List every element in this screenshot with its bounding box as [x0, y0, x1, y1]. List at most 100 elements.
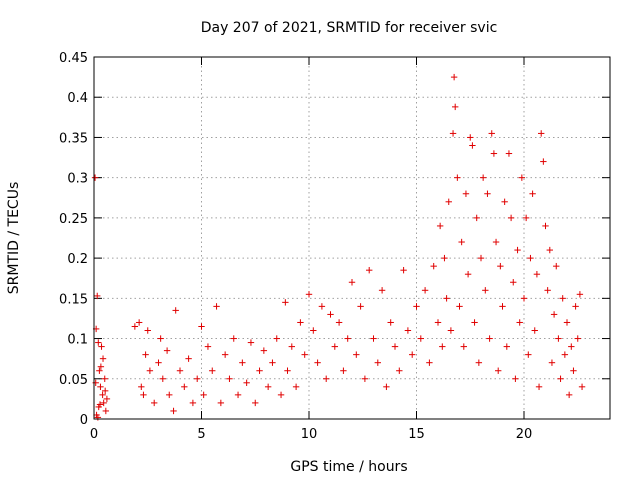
data-point [101, 375, 108, 382]
data-point [91, 174, 99, 181]
data-point [413, 303, 420, 310]
data-point [535, 383, 543, 391]
data-point [230, 335, 237, 342]
data-point [288, 343, 295, 350]
data-point [292, 383, 300, 391]
data-point [473, 214, 480, 222]
data-point [533, 271, 541, 278]
data-point [159, 375, 166, 382]
data-point [100, 399, 107, 407]
data-point [305, 291, 313, 298]
data-point [514, 246, 521, 254]
data-point [469, 142, 476, 149]
data-point [417, 335, 424, 342]
data-point [447, 327, 455, 334]
data-point [155, 359, 162, 366]
y-tick-label: 0.45 [59, 51, 88, 66]
x-axis-title: GPS time / hours [290, 459, 407, 475]
data-point [430, 262, 437, 270]
x-tick-label: 20 [516, 427, 533, 442]
data-point [467, 134, 474, 141]
data-point [163, 347, 171, 354]
data-point [488, 130, 495, 137]
data-point [563, 319, 571, 326]
y-tick-label: 0.4 [67, 91, 88, 106]
data-point [505, 150, 513, 157]
data-point [409, 351, 416, 358]
data-point [578, 383, 586, 391]
data-point [234, 391, 242, 399]
data-point [301, 351, 308, 358]
data-point [471, 319, 478, 326]
x-tick-label: 0 [90, 427, 98, 442]
data-point [284, 367, 291, 374]
data-point [404, 327, 412, 334]
data-point [99, 391, 106, 399]
data-point [200, 391, 207, 399]
data-point [548, 359, 556, 366]
data-point [391, 343, 399, 350]
data-point [550, 311, 558, 318]
data-point [434, 319, 442, 326]
data-point [436, 222, 444, 230]
data-point [189, 399, 197, 407]
y-tick-label: 0.1 [67, 333, 88, 348]
data-point [221, 351, 229, 358]
data-point [97, 363, 105, 370]
data-point [445, 198, 452, 205]
data-point [464, 271, 472, 278]
data-point [198, 323, 205, 330]
data-point [561, 351, 569, 358]
data-point [185, 355, 192, 362]
data-point [331, 343, 338, 350]
data-point [458, 238, 465, 246]
data-point [310, 327, 317, 334]
data-point [103, 395, 111, 403]
data-point [256, 367, 263, 374]
x-tick-label: 10 [301, 427, 318, 442]
data-point [374, 359, 381, 366]
data-point [277, 391, 285, 399]
data-point [568, 343, 575, 350]
data-point [518, 174, 526, 181]
data-point [570, 367, 577, 374]
data-point [297, 319, 304, 326]
data-point [269, 359, 276, 366]
data-point [477, 254, 485, 262]
data-point [439, 343, 446, 350]
data-point [572, 303, 579, 310]
data-point [243, 379, 250, 386]
data-point [574, 335, 581, 342]
x-tick-label: 15 [408, 427, 425, 442]
data-point [495, 367, 502, 374]
data-point [204, 343, 212, 350]
data-point [499, 303, 506, 310]
data-point [144, 327, 151, 334]
data-point [529, 190, 536, 197]
grid-lines [94, 57, 610, 419]
y-axis-ticks: 0 0.05 0.1 0.15 0.2 0.25 0.3 0.35 0.4 0.45 [59, 51, 610, 428]
data-point [97, 383, 104, 391]
data-point [181, 383, 188, 391]
data-point [264, 383, 272, 391]
data-point [497, 262, 504, 270]
data-points [91, 73, 586, 421]
data-point [314, 359, 321, 366]
y-tick-label: 0.2 [67, 252, 88, 267]
data-point [96, 401, 104, 408]
data-point [527, 254, 534, 262]
data-point [157, 335, 164, 342]
data-point [282, 299, 289, 306]
data-point [510, 279, 517, 286]
x-tick-label: 5 [197, 427, 205, 442]
data-point [501, 198, 508, 205]
chart-title: Day 207 of 2021, SRMTID for receiver svi… [201, 20, 498, 36]
data-point [318, 303, 326, 310]
data-point [555, 335, 562, 342]
data-point [142, 351, 149, 358]
data-point [484, 190, 491, 197]
data-point [544, 287, 551, 294]
plot-frame [93, 56, 611, 420]
data-point [140, 391, 147, 399]
